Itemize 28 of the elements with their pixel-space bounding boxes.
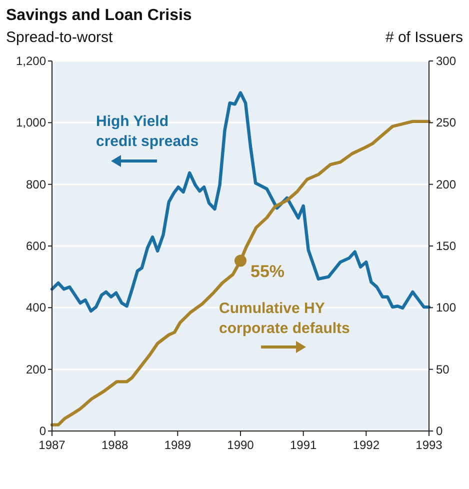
x-tick-label: 1989 [164,438,192,452]
y2-tick-label: 0 [436,424,443,438]
x-tick-label: 1988 [101,438,129,452]
y2-tick-label: 300 [436,54,456,68]
y2-tick-label: 50 [436,362,450,376]
x-tick-label: 1992 [352,438,380,452]
y2-tick-label: 100 [436,300,456,315]
y-tick-label: 0 [39,424,46,438]
x-tick-label: 1990 [227,438,254,452]
y-tick-label: 200 [26,362,46,376]
y-tick-label: 600 [26,239,46,253]
y-tick-label: 800 [26,177,46,192]
line-series [50,91,431,313]
x-tick-label: 1987 [38,438,66,452]
y-tick-label: 1,200 [16,54,46,68]
y-tick-label: 400 [26,300,46,315]
annotation: 55% [250,262,285,281]
y2-tick-label: 150 [436,239,456,253]
y2-tick-label: 250 [436,116,456,130]
chart-title: Savings and Loan Crisis [6,7,192,24]
y2-axis-title: # of Issuers [385,29,463,46]
y-axis-title: Spread-to-worst [6,29,114,46]
x-tick-label: 1993 [416,438,443,452]
y-tick-label: 1,000 [16,116,46,130]
x-tick-label: 1991 [290,438,318,452]
y2-tick-label: 200 [436,177,456,192]
series-label: Cumulative HY corporate defaults [219,300,350,337]
series-label: High Yield credit spreads [96,113,199,150]
